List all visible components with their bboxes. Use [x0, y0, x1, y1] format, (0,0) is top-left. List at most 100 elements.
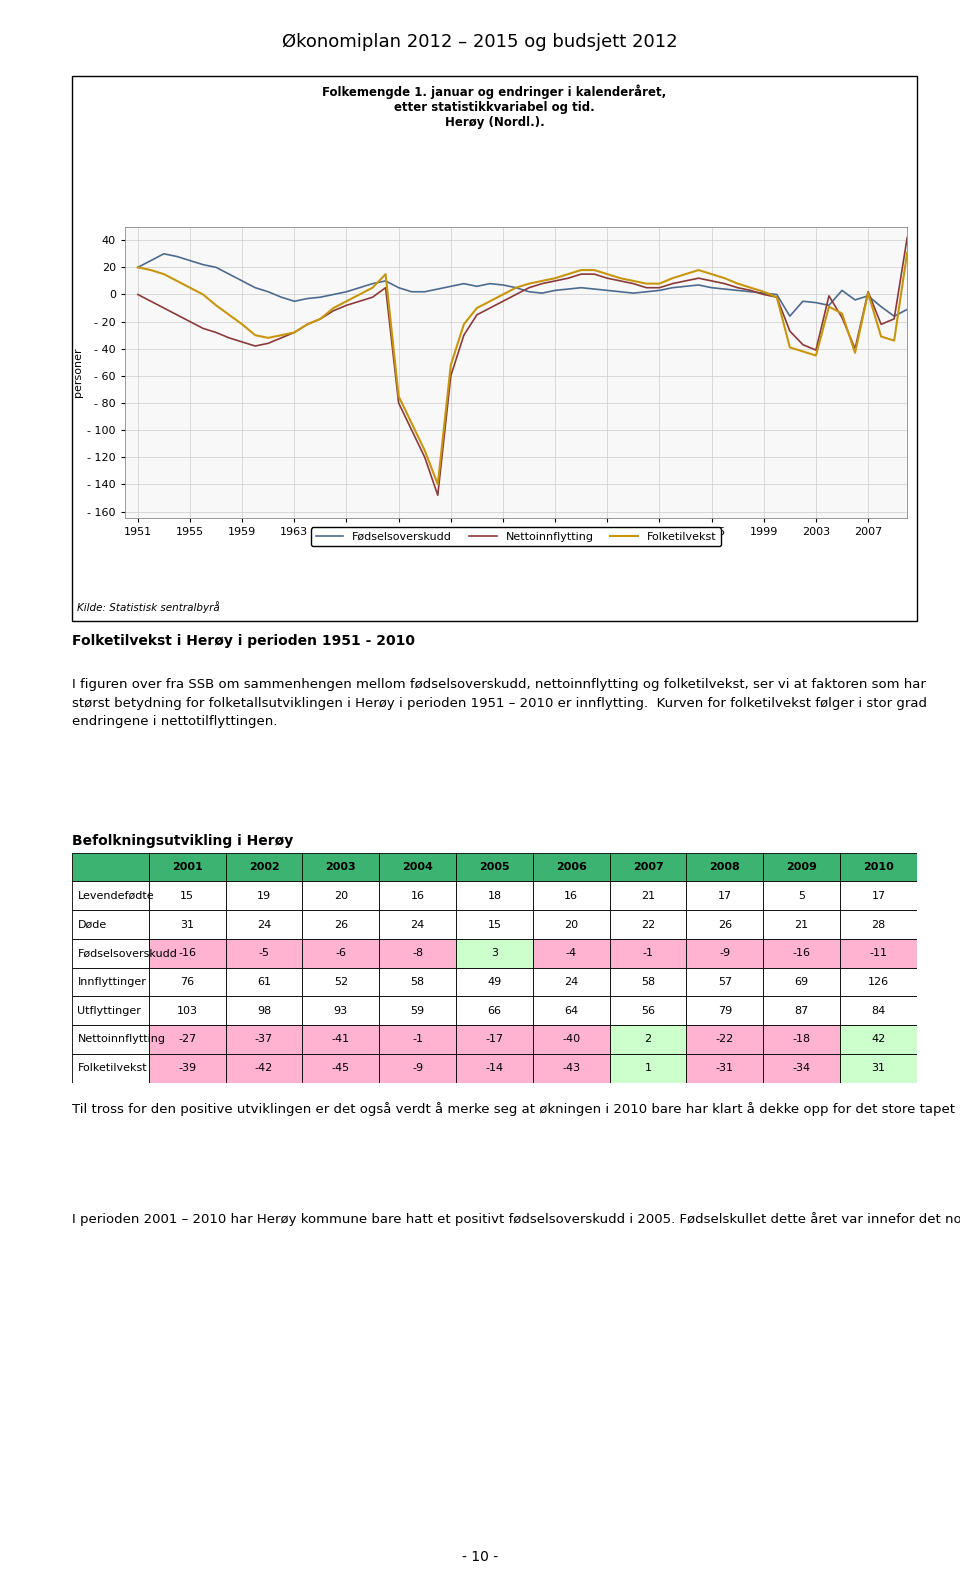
Text: 2003: 2003: [325, 862, 356, 872]
FancyBboxPatch shape: [379, 938, 456, 967]
Text: Utflyttinger: Utflyttinger: [78, 1006, 141, 1016]
Text: 84: 84: [872, 1006, 885, 1016]
Text: -40: -40: [563, 1035, 580, 1045]
Text: -17: -17: [486, 1035, 503, 1045]
Text: -16: -16: [793, 948, 810, 959]
FancyBboxPatch shape: [302, 997, 379, 1025]
Text: 17: 17: [872, 891, 885, 900]
Line: Fødselsoverskudd: Fødselsoverskudd: [138, 254, 907, 315]
Text: -45: -45: [332, 1064, 349, 1073]
FancyBboxPatch shape: [840, 910, 917, 938]
FancyBboxPatch shape: [149, 853, 226, 881]
FancyBboxPatch shape: [533, 938, 610, 967]
Text: 19: 19: [257, 891, 271, 900]
FancyBboxPatch shape: [763, 1025, 840, 1054]
Text: 20: 20: [334, 891, 348, 900]
Text: 2010: 2010: [863, 862, 894, 872]
Text: 18: 18: [488, 891, 501, 900]
Text: 21: 21: [795, 919, 808, 929]
FancyBboxPatch shape: [379, 997, 456, 1025]
Folketilvekst: [380, 265, 392, 284]
FancyBboxPatch shape: [763, 881, 840, 910]
Text: 56: 56: [641, 1006, 655, 1016]
FancyBboxPatch shape: [226, 938, 302, 967]
FancyBboxPatch shape: [302, 938, 379, 967]
FancyBboxPatch shape: [533, 910, 610, 938]
FancyBboxPatch shape: [149, 881, 226, 910]
Text: 66: 66: [488, 1006, 501, 1016]
FancyBboxPatch shape: [686, 1025, 763, 1054]
Line: Folketilvekst: Folketilvekst: [138, 252, 907, 485]
Text: 93: 93: [334, 1006, 348, 1016]
FancyBboxPatch shape: [456, 967, 533, 997]
Line: Nettoinnflytting: Nettoinnflytting: [138, 238, 907, 495]
Text: Befolkningsutvikling i Herøy: Befolkningsutvikling i Herøy: [72, 834, 293, 848]
FancyBboxPatch shape: [226, 853, 302, 881]
Text: 79: 79: [718, 1006, 732, 1016]
Text: Levendefødte: Levendefødte: [78, 891, 154, 900]
FancyBboxPatch shape: [686, 853, 763, 881]
FancyBboxPatch shape: [533, 997, 610, 1025]
Folketilvekst: [353, 285, 365, 304]
Text: 76: 76: [180, 976, 194, 987]
FancyBboxPatch shape: [72, 853, 149, 881]
FancyBboxPatch shape: [610, 853, 686, 881]
FancyBboxPatch shape: [840, 853, 917, 881]
Text: 58: 58: [411, 976, 424, 987]
Text: -37: -37: [255, 1035, 273, 1045]
Text: I perioden 2001 – 2010 har Herøy kommune bare hatt et positivt fødselsoverskudd : I perioden 2001 – 2010 har Herøy kommune…: [72, 1213, 960, 1227]
Text: 2001: 2001: [172, 862, 203, 872]
FancyBboxPatch shape: [610, 910, 686, 938]
Text: Innflyttinger: Innflyttinger: [78, 976, 146, 987]
FancyBboxPatch shape: [533, 967, 610, 997]
Text: 24: 24: [257, 919, 271, 929]
Text: -1: -1: [412, 1035, 423, 1045]
Fødselsoverskudd: [406, 282, 418, 301]
FancyBboxPatch shape: [763, 997, 840, 1025]
FancyBboxPatch shape: [686, 967, 763, 997]
Nettoinnflytting: [327, 301, 339, 320]
Text: 15: 15: [488, 919, 501, 929]
Text: 103: 103: [177, 1006, 198, 1016]
FancyBboxPatch shape: [302, 1025, 379, 1054]
FancyBboxPatch shape: [533, 881, 610, 910]
FancyBboxPatch shape: [302, 853, 379, 881]
Fødselsoverskudd: [132, 258, 144, 277]
Fødselsoverskudd: [158, 244, 170, 263]
FancyBboxPatch shape: [72, 997, 149, 1025]
FancyBboxPatch shape: [840, 881, 917, 910]
Text: -34: -34: [793, 1064, 810, 1073]
Folketilvekst: [132, 258, 144, 277]
Nettoinnflytting: [628, 274, 639, 293]
Nettoinnflytting: [132, 285, 144, 304]
FancyBboxPatch shape: [840, 938, 917, 967]
FancyBboxPatch shape: [610, 967, 686, 997]
FancyBboxPatch shape: [763, 853, 840, 881]
Folketilvekst: [901, 243, 913, 262]
Text: -18: -18: [793, 1035, 810, 1045]
FancyBboxPatch shape: [763, 967, 840, 997]
Text: 98: 98: [257, 1006, 271, 1016]
FancyBboxPatch shape: [226, 881, 302, 910]
Text: Økonomiplan 2012 – 2015 og budsjett 2012: Økonomiplan 2012 – 2015 og budsjett 2012: [282, 33, 678, 51]
Nettoinnflytting: [901, 228, 913, 247]
FancyBboxPatch shape: [840, 1025, 917, 1054]
Text: 2004: 2004: [402, 862, 433, 872]
Legend: Fødselsoverskudd, Nettoinnflytting, Folketilvekst: Fødselsoverskudd, Nettoinnflytting, Folk…: [311, 528, 721, 547]
Text: 59: 59: [411, 1006, 424, 1016]
Nettoinnflytting: [432, 485, 444, 504]
FancyBboxPatch shape: [456, 1025, 533, 1054]
Text: 42: 42: [872, 1035, 885, 1045]
Text: -31: -31: [716, 1064, 733, 1073]
FancyBboxPatch shape: [149, 910, 226, 938]
FancyBboxPatch shape: [533, 853, 610, 881]
Text: -43: -43: [563, 1064, 580, 1073]
Text: -39: -39: [179, 1064, 196, 1073]
FancyBboxPatch shape: [379, 1025, 456, 1054]
Fødselsoverskudd: [628, 284, 639, 303]
Text: -4: -4: [565, 948, 577, 959]
Text: 16: 16: [411, 891, 424, 900]
FancyBboxPatch shape: [840, 967, 917, 997]
Text: -9: -9: [719, 948, 731, 959]
FancyBboxPatch shape: [149, 997, 226, 1025]
